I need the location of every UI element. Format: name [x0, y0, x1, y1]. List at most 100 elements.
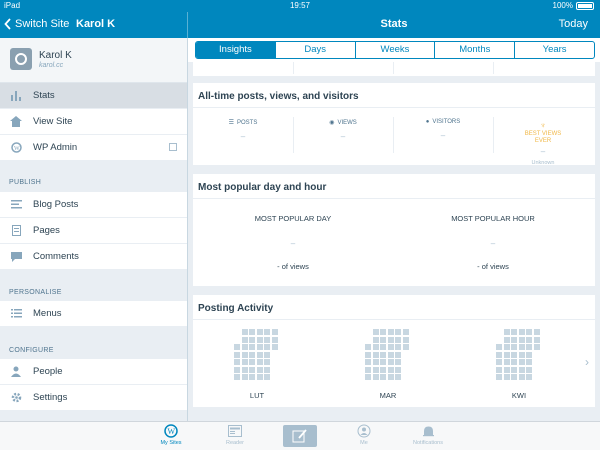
tab-label: Me: [360, 440, 368, 446]
heatmap-cell: [241, 366, 248, 373]
profile-url: karol.cc: [39, 62, 64, 69]
heatmap-cell: [241, 344, 248, 350]
heatmap-cell: [503, 351, 510, 358]
heatmap-cell: [249, 366, 255, 373]
heatmap-cell: [372, 336, 379, 343]
heatmap-cell: [241, 329, 248, 335]
heatmap-grid: [234, 325, 280, 389]
heatmap-cell: [503, 336, 510, 343]
visitors-label: VISITORS: [432, 119, 461, 125]
tab-label: My Sites: [160, 440, 182, 446]
heatmap-cell: [518, 374, 525, 380]
switch-site-button[interactable]: Switch Site: [4, 18, 69, 30]
sidebar-item-menus[interactable]: Menus: [0, 301, 187, 327]
heatmap-cell: [372, 329, 379, 335]
compose-button[interactable]: [283, 425, 317, 447]
heatmap-cell: [264, 336, 270, 343]
heatmap-cell: [380, 366, 386, 373]
sidebar-item-stats[interactable]: Stats: [0, 83, 187, 109]
heatmap-cell: [387, 366, 394, 373]
heatmap-cell: [511, 336, 517, 343]
heatmap-cell: [518, 351, 525, 358]
sidebar-item-wp-admin[interactable]: W WP Admin: [0, 135, 187, 161]
heatmap-cell: [402, 329, 409, 335]
wordpress-icon: W: [10, 142, 22, 154]
sidebar-item-people[interactable]: People: [0, 359, 187, 385]
month-heatmap[interactable]: KWI: [496, 325, 542, 403]
pages-icon: [10, 225, 22, 237]
page-title: Stats: [380, 18, 408, 30]
today-button[interactable]: Today: [558, 18, 588, 30]
home-icon: [10, 116, 22, 128]
heatmap-cell: [395, 351, 401, 358]
heatmap-cell: [234, 374, 240, 380]
tab-me[interactable]: Me: [339, 424, 389, 446]
heatmap-cell: [496, 344, 502, 350]
heatmap-cell: [511, 374, 517, 380]
month-heatmap[interactable]: MAR: [365, 325, 411, 403]
heatmap-cell: [256, 351, 263, 358]
heatmap-cell: [511, 344, 517, 350]
tab-weeks[interactable]: Weeks: [354, 42, 435, 58]
chevron-right-icon[interactable]: ›: [585, 355, 589, 369]
heatmap-cell: [496, 366, 502, 373]
heatmap-cell: [372, 344, 379, 350]
heatmap-cell: [249, 344, 255, 350]
most-popular-hour: MOST POPULAR HOUR – - of views: [393, 214, 593, 271]
heatmap-cell: [271, 329, 278, 335]
sidebar-item-comments[interactable]: Comments: [0, 244, 187, 270]
external-link-icon: [169, 143, 177, 151]
heatmap-cell: [503, 359, 510, 365]
period-tabs-bar: Insights Days Weeks Months Years: [188, 38, 600, 62]
heatmap-cell: [503, 374, 510, 380]
sidebar-item-blog-posts[interactable]: Blog Posts: [0, 192, 187, 218]
sidebar-item-settings[interactable]: Settings: [0, 385, 187, 411]
best-views-label: BEST VIEWS: [524, 131, 562, 137]
bell-icon: [421, 424, 435, 438]
tab-my-sites[interactable]: W My Sites: [146, 424, 196, 446]
most-popular-title: Most popular day and hour: [193, 174, 595, 199]
heatmap-grid: [496, 325, 542, 389]
heatmap-cell: [372, 374, 379, 380]
posts-stat: ☰ POSTS –: [193, 109, 293, 159]
heatmap-cell: [249, 329, 255, 335]
heatmap-cell: [387, 374, 394, 380]
tab-insights[interactable]: Insights: [196, 42, 275, 58]
heatmap-cell: [365, 344, 371, 350]
svg-text:W: W: [168, 427, 176, 436]
month-label: KWI: [511, 391, 527, 400]
views-value: –: [340, 132, 346, 141]
site-profile[interactable]: Karol K karol.cc: [0, 38, 187, 83]
tab-label: Notifications: [413, 440, 443, 446]
heatmap-cell: [387, 336, 394, 343]
period-tabs: Insights Days Weeks Months Years: [195, 41, 595, 59]
posts-value: –: [240, 132, 246, 141]
heatmap-cell: [271, 336, 278, 343]
tab-days[interactable]: Days: [274, 42, 355, 58]
top-bar: iPad 19:57 100% Switch Site Karol K Stat…: [0, 0, 600, 38]
sidebar-item-label: Comments: [33, 251, 79, 262]
month-heatmap[interactable]: LUT: [234, 325, 280, 403]
heatmap-cell: [365, 374, 371, 380]
sidebar-item-label: Stats: [33, 90, 55, 101]
posts-icon: [10, 199, 22, 211]
tab-years[interactable]: Years: [514, 42, 594, 58]
heatmap-cell: [402, 344, 409, 350]
tab-months[interactable]: Months: [434, 42, 514, 58]
heatmap-cell: [533, 329, 540, 335]
sidebar-item-view-site[interactable]: View Site: [0, 109, 187, 135]
tab-notifications[interactable]: Notifications: [403, 424, 453, 446]
heatmap-cell: [395, 366, 401, 373]
tab-reader[interactable]: Reader: [210, 424, 260, 446]
heatmap-cell: [249, 359, 255, 365]
heatmap-cell: [365, 366, 371, 373]
heatmap-cell: [496, 359, 502, 365]
heatmap-cell: [234, 366, 240, 373]
svg-text:W: W: [14, 146, 20, 152]
sidebar-item-pages[interactable]: Pages: [0, 218, 187, 244]
most-popular-day-label: MOST POPULAR DAY: [254, 214, 332, 223]
tab-label: Reader: [225, 440, 245, 446]
eye-icon: ◉: [329, 120, 335, 126]
all-time-card: All-time posts, views, and visitors ☰ POS…: [193, 83, 595, 166]
heatmap-cell: [518, 359, 525, 365]
